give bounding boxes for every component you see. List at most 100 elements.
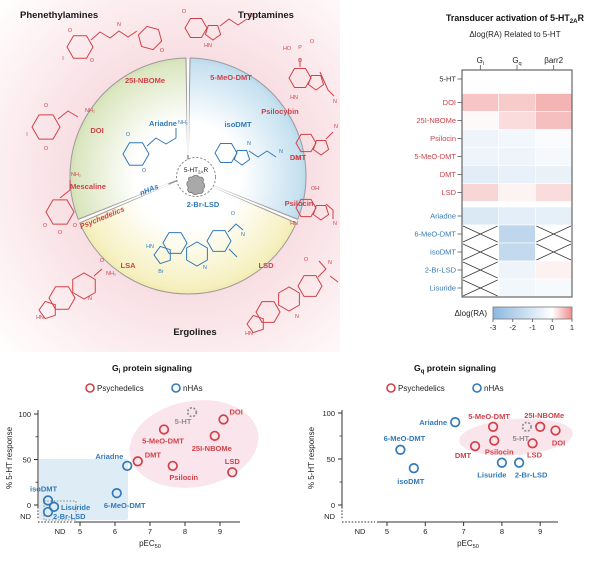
ring <box>214 142 238 164</box>
heatmap-cell <box>535 206 573 226</box>
structure-mescaline: NH₂ O O O <box>43 172 81 236</box>
atom-label: N <box>247 141 251 147</box>
point-marker <box>496 457 508 468</box>
point-doi: DOI <box>218 407 243 425</box>
point-label: 25I-NBOMe <box>192 444 232 453</box>
heatmap-col-header: Gi <box>477 56 484 67</box>
ring <box>48 286 76 310</box>
atom-label: N <box>249 13 253 19</box>
x-tick-label: 8 <box>500 527 504 536</box>
ring <box>162 232 188 254</box>
nd-cross <box>462 279 498 297</box>
legend-label: Psychedelics <box>398 384 445 393</box>
ring <box>204 25 222 41</box>
atom-label: N <box>241 232 245 238</box>
ring <box>312 205 330 221</box>
point-label: LSD <box>527 450 543 459</box>
heatmap-cell <box>498 260 536 280</box>
x-tick-label: 6 <box>113 527 117 536</box>
x-tick-label: 7 <box>462 527 466 536</box>
point-marker <box>535 421 546 432</box>
point-dmt: DMT <box>455 440 481 460</box>
atom-label: N <box>333 99 337 105</box>
heatmap-row-lisuride: Lisuride <box>430 278 573 298</box>
bond-chain <box>219 18 248 27</box>
legend-marker-nha <box>171 383 181 393</box>
heatmap-cell <box>498 206 536 226</box>
atom-label: HN <box>36 315 44 321</box>
atom-label: NH₂ <box>178 120 188 126</box>
heatmap-title: Transducer activation of 5-HT2AR <box>446 13 585 25</box>
atom-label: N <box>279 149 283 155</box>
heatmap-cell <box>535 147 573 166</box>
y-tick-label: 50 <box>23 455 31 464</box>
wedge-label-lsa: LSA <box>121 261 137 270</box>
wedge-divider <box>79 183 169 222</box>
y-tick-label: 0 <box>331 501 335 510</box>
atom-label: HN <box>290 221 298 227</box>
scatter-title: Gi protein signaling <box>112 363 192 375</box>
wedge-label-lsd: LSD <box>259 261 275 270</box>
class-header-phenethylamines: Phenethylamines <box>20 10 98 21</box>
nha-label-ariadne: Ariadne <box>149 119 177 128</box>
point-marker <box>489 435 500 446</box>
class-header-tryptamines: Tryptamines <box>238 10 294 21</box>
x-tick-label: 9 <box>218 527 222 536</box>
heatmap-cell <box>498 224 536 244</box>
atom-label: NH₂ <box>71 172 81 178</box>
point-label: LSD <box>225 457 241 466</box>
wedge-ergolines <box>79 175 297 295</box>
point-lsd: LSD <box>527 438 543 459</box>
point-label: 2-Br-LSD <box>53 512 86 521</box>
atom-label: O <box>160 48 164 54</box>
point-2-br-lsd: 2-Br-LSD <box>42 506 86 521</box>
atom-label: O <box>304 257 308 263</box>
wedge-tryptamines <box>187 57 307 220</box>
point-marker <box>209 430 220 441</box>
receptor-label: 5-HT2AR <box>184 167 209 174</box>
atom-label: NH₂ <box>85 108 95 114</box>
point-lisuride: Lisuride <box>477 457 508 480</box>
ring <box>295 198 317 218</box>
y-tick-label: 0 <box>27 501 31 510</box>
atom-label: HO <box>283 46 291 52</box>
heatmap-cell <box>461 69 499 89</box>
structure-psilocybin: HO P O O HN N <box>283 39 337 105</box>
bond-chain <box>59 180 71 199</box>
heatmap-row-2-br-lsd: 2-Br-LSD <box>425 260 573 280</box>
atom-label: O <box>298 58 302 64</box>
point-label: Lisuride <box>477 471 506 480</box>
heatmap-row-25i-nbome: 25I-NBOMe <box>416 111 573 130</box>
row-label: DOI <box>443 98 456 107</box>
bond-chain <box>325 203 334 219</box>
heatmap-row-6-meo-dmt: 6-MeO-DMT <box>414 224 573 244</box>
x-tick-label: 8 <box>183 527 187 536</box>
point-ariadne: Ariadne <box>95 452 133 472</box>
atom-label: HN <box>290 95 298 101</box>
heatmap-cell <box>535 183 573 202</box>
heatmap-cell <box>498 129 536 148</box>
point-marker <box>122 460 133 472</box>
receptor-icon <box>186 174 206 195</box>
bond-chain <box>228 248 238 258</box>
heatmap-row-lsd: LSD <box>441 183 573 202</box>
bond-chain <box>329 275 339 283</box>
row-label: Ariadne <box>430 212 456 221</box>
heatmap-row-5-meo-dmt: 5-MeO-DMT <box>414 147 573 166</box>
atom-label: O <box>58 230 62 236</box>
structure-psilocin: OH N HN <box>290 186 337 227</box>
ring <box>122 142 150 166</box>
row-label: LSD <box>441 188 456 197</box>
colorbar-tick-label: 0 <box>550 323 554 332</box>
x-nd-label: ND <box>355 527 366 536</box>
atom-label: N <box>333 221 337 227</box>
point-marker <box>167 460 178 472</box>
point-marker <box>450 417 461 428</box>
nd-cross <box>462 261 498 279</box>
point-marker <box>408 463 419 474</box>
point-label: 25I-NBOMe <box>524 411 564 420</box>
atom-label: N <box>295 314 299 320</box>
gq-scatter-panel: Gq protein signaling Psychedelics nHAs 0 50 1… <box>307 363 573 550</box>
point-5-meo-dmt: 5-MeO-DMT <box>142 424 184 445</box>
point-label: DOI <box>230 407 243 416</box>
